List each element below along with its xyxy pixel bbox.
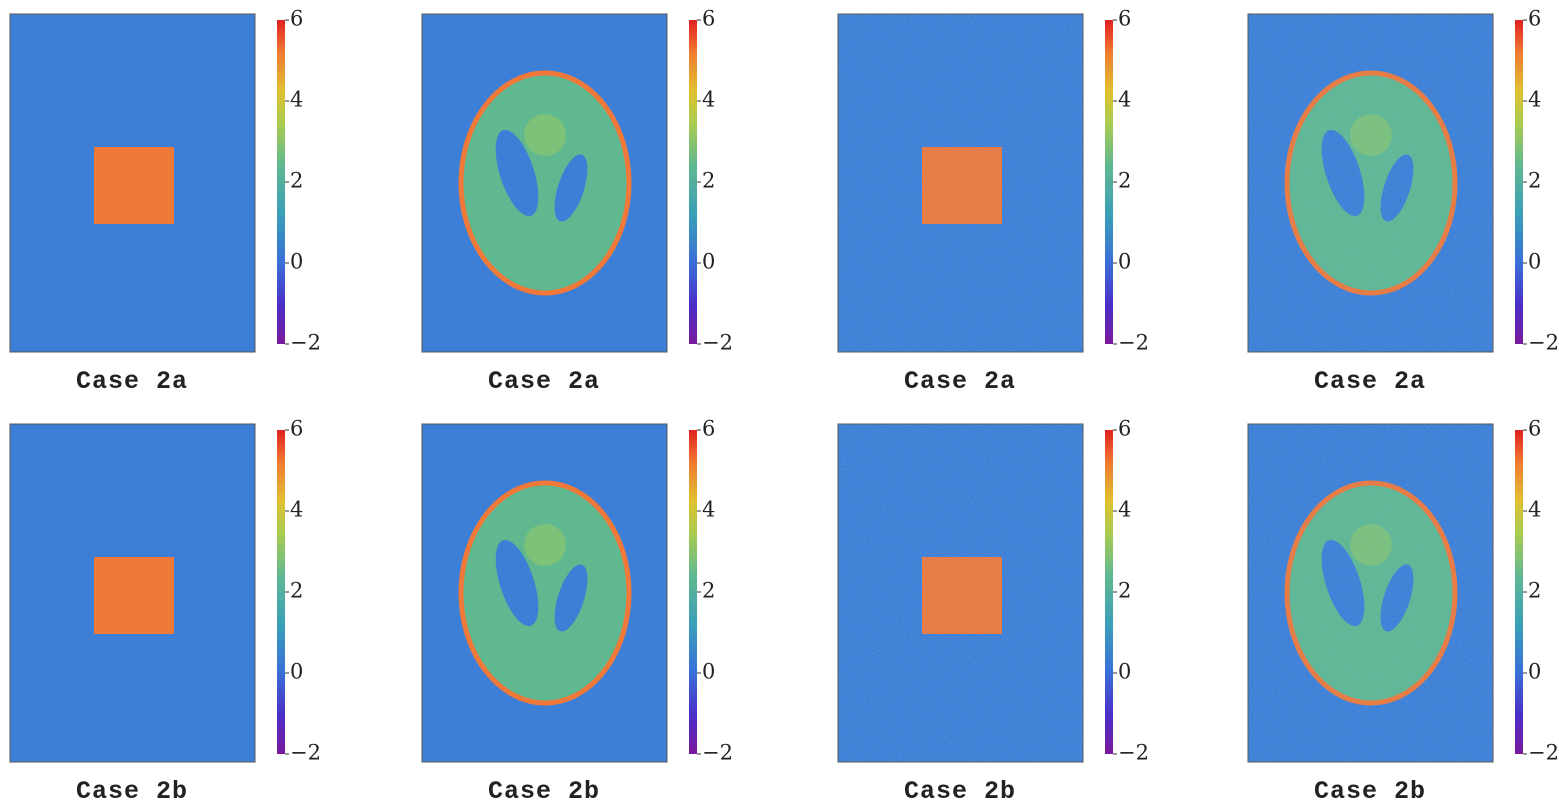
colorbar-tick-label: −2 (702, 741, 733, 765)
colorbar-tick-label: 6 (1118, 7, 1131, 31)
colorbar-tick-label: 0 (702, 660, 715, 684)
colorbar-tick-label: 0 (1118, 660, 1131, 684)
colorbar (277, 430, 285, 754)
caption: Case 2a (904, 367, 1016, 396)
colorbar (1105, 20, 1113, 344)
phantom-top (524, 114, 566, 156)
colorbar-tick-label: 2 (290, 579, 303, 603)
caption: Case 2b (904, 777, 1016, 805)
panel: 6 4 2 0 −2 Case 2a (838, 7, 1149, 397)
noise (838, 14, 1083, 352)
colorbar-tick-label: 2 (702, 579, 715, 603)
colorbar-tick-label: −2 (702, 331, 733, 355)
colorbar-tick-label: 0 (290, 660, 303, 684)
colorbar-tick-label: 0 (290, 250, 303, 274)
panel: 6 4 2 0 −2 Case 2b (422, 417, 733, 805)
colorbar (1515, 20, 1523, 344)
colorbar-tick-label: −2 (1528, 331, 1559, 355)
colorbar-tick-label: 6 (1528, 417, 1541, 441)
caption: Case 2b (1314, 777, 1426, 805)
panel: 6 4 2 0 −2 Case 2b (1248, 417, 1559, 805)
colorbar-tick-label: 0 (1528, 250, 1541, 274)
noise (838, 424, 1083, 762)
caption: Case 2b (76, 777, 188, 805)
colorbar-tick-label: 4 (702, 88, 715, 112)
colorbar-tick-label: 4 (290, 498, 303, 522)
colorbar-tick-label: −2 (1118, 331, 1149, 355)
colorbar-tick-label: 6 (290, 417, 303, 441)
colorbar (689, 20, 697, 344)
colorbar-tick-label: −2 (1528, 741, 1559, 765)
colorbar-tick-label: 0 (1118, 250, 1131, 274)
colorbar-tick-label: 6 (1528, 7, 1541, 31)
colorbar (689, 430, 697, 754)
figure: 6420−2Case 2a6420−2Case 2a6420−2Case 2a6… (0, 0, 1559, 805)
colorbar-tick-label: 4 (702, 498, 715, 522)
colorbar-tick-label: 6 (1118, 417, 1131, 441)
panel: 6 4 2 0 −2 Case 2a (422, 7, 733, 397)
colorbar-tick-label: 0 (702, 250, 715, 274)
colorbar-tick-label: 4 (1118, 88, 1131, 112)
colorbar-tick-label: −2 (290, 741, 321, 765)
caption: Case 2a (488, 367, 600, 396)
panel: 6 4 2 0 −2 Case 2a (10, 7, 321, 397)
colorbar-tick-label: 2 (702, 169, 715, 193)
colorbar-tick-label: 2 (290, 169, 303, 193)
colorbar-tick-label: 4 (1528, 498, 1541, 522)
colorbar-tick-label: 4 (290, 88, 303, 112)
colorbar-tick-label: 2 (1528, 579, 1541, 603)
caption: Case 2a (1314, 367, 1426, 396)
colorbar-tick-label: −2 (1118, 741, 1149, 765)
colorbar-tick-label: 6 (702, 417, 715, 441)
colorbar (1105, 430, 1113, 754)
colorbar-tick-label: 4 (1528, 88, 1541, 112)
colorbar-tick-label: 2 (1118, 579, 1131, 603)
page: {"panels": [ {"caption": "Case 2a", "col… (0, 0, 1559, 805)
colorbar-tick-label: 6 (290, 7, 303, 31)
colorbar-tick-label: 6 (702, 7, 715, 31)
colorbar (1515, 430, 1523, 754)
panel: 6 4 2 0 −2 Case 2a (1248, 7, 1559, 397)
square-object (94, 147, 174, 224)
colorbar-tick-label: 2 (1528, 169, 1541, 193)
colorbar-tick-label: 4 (1118, 498, 1131, 522)
phantom-outer (461, 73, 629, 293)
square-object (94, 557, 174, 634)
colorbar (277, 20, 285, 344)
phantom-top (524, 524, 566, 566)
caption: Case 2b (488, 777, 600, 805)
panel: 6 4 2 0 −2 Case 2b (838, 417, 1149, 805)
panel: 6 4 2 0 −2 Case 2b (10, 417, 321, 805)
colorbar-tick-label: 0 (1528, 660, 1541, 684)
colorbar-tick-label: 2 (1118, 169, 1131, 193)
noise (1248, 424, 1493, 762)
colorbar-tick-label: −2 (290, 331, 321, 355)
caption: Case 2a (76, 367, 188, 396)
noise (1248, 14, 1493, 352)
phantom-outer (461, 483, 629, 703)
